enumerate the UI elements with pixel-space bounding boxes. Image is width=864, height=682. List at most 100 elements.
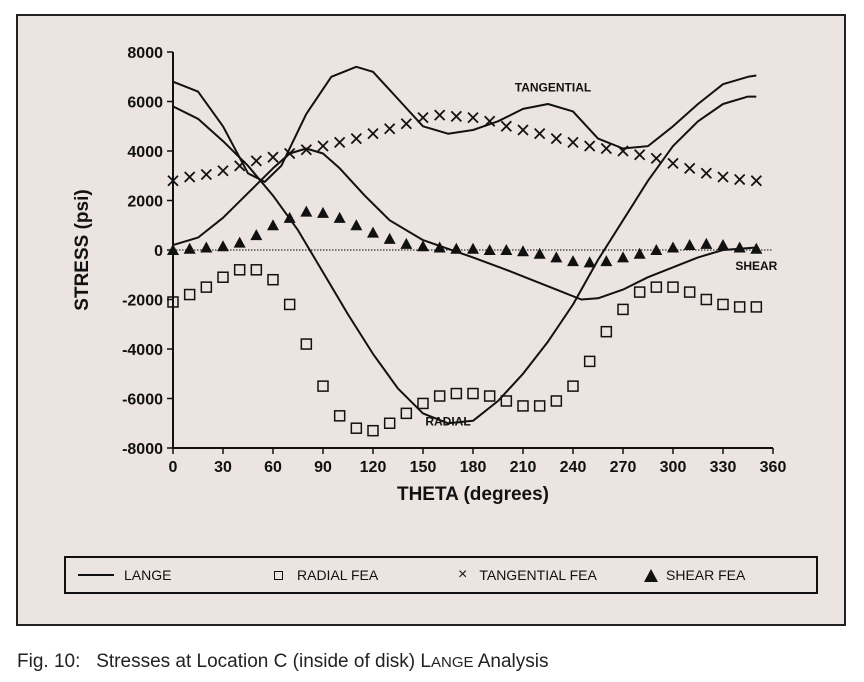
x-tick-label: 0 — [169, 459, 178, 476]
tangential-fea-point — [484, 115, 496, 127]
legend-triangle-symbol — [644, 568, 658, 582]
radial-fea-point — [333, 410, 346, 422]
tangential-fea-point — [317, 140, 329, 152]
y-tick-label: -8000 — [122, 441, 163, 458]
tangential-fea-point — [200, 168, 212, 181]
radial-fea-point — [317, 380, 329, 392]
tangential-fea-point — [467, 111, 479, 124]
tangential-fea-stroke — [234, 160, 246, 172]
tangential-fea-point — [517, 124, 529, 136]
y-tick-label: -6000 — [122, 392, 163, 409]
tangential-fea-point — [650, 152, 662, 165]
radial-fea-point — [367, 424, 379, 437]
radial-fea-point — [700, 293, 713, 306]
tangential-fea-stroke — [467, 111, 479, 124]
shear-fea-point — [167, 244, 179, 255]
annotation-tangential: TANGENTIAL — [515, 81, 591, 95]
legend-entry-radial-fea: RADIAL FEA — [274, 558, 378, 592]
stress-chart: 8000 6000 4000 2000 0 -2000 -4000 -6000 -8000 0 30… — [72, 45, 786, 505]
shear-fea-point — [317, 206, 329, 218]
figure-panel: 8000 6000 4000 2000 0 -2000 -4000 -6000 -8000 0 30… — [16, 14, 846, 626]
tangential-fea-stroke — [517, 124, 529, 136]
radial-fea-point — [217, 271, 229, 283]
legend-line-symbol — [78, 574, 114, 576]
tangential-fea-point — [334, 136, 346, 148]
tangential-fea-stroke — [167, 175, 179, 187]
tangential-fea-stroke — [750, 175, 762, 187]
radial-fea-point — [600, 325, 613, 338]
tangential-fea-point — [284, 147, 296, 160]
tangential-fea-point — [384, 123, 396, 135]
x-tick-label: 30 — [214, 459, 232, 476]
tangential-fea-stroke — [400, 118, 412, 130]
tangential-fea-point — [434, 109, 446, 121]
y-tick-label: 0 — [154, 243, 163, 260]
legend-entry-lange: LANGE — [78, 558, 171, 592]
tangential-fea-point — [417, 111, 429, 124]
tangential-fea-stroke — [500, 120, 512, 132]
tangential-fea-point — [184, 171, 196, 183]
tangential-fea-point — [667, 157, 679, 170]
tangential-fea-point — [584, 140, 596, 152]
tangential-fea-stroke — [734, 173, 746, 186]
tangential-fea-stroke — [250, 155, 262, 167]
tangential-fea-point — [400, 118, 412, 130]
tangential-fea-point — [534, 128, 546, 140]
radial-fea-point — [733, 301, 746, 313]
shear-fea-point — [683, 239, 696, 251]
tangential-fea-stroke — [417, 111, 429, 124]
tangential-fea-stroke — [267, 151, 279, 163]
caption-brand-rest: ANGE — [431, 654, 474, 671]
radial-fea-point — [583, 355, 596, 368]
shear-fea-point — [450, 242, 463, 254]
shear-fea-point — [750, 242, 763, 254]
y-axis-label: STRESS (psi) — [72, 189, 93, 310]
tangential-fea-stroke — [200, 168, 212, 181]
tangential-fea-stroke — [384, 123, 396, 135]
shear-fea-point — [633, 247, 646, 259]
shear-fea-point — [650, 244, 663, 255]
radial-fea-point — [383, 417, 396, 429]
legend-entry-tangential-fea: × TANGENTIAL FEA — [458, 558, 597, 592]
shear-fea-point — [383, 232, 396, 244]
tangential-fea-stroke — [434, 109, 446, 121]
figure-caption: Fig. 10: Stresses at Location C (inside … — [17, 651, 549, 673]
radial-fea-point — [233, 264, 246, 276]
tangential-fea-point — [717, 171, 729, 183]
radial-fea-point — [717, 298, 729, 311]
shear-fea-point — [567, 255, 579, 267]
y-tick-label: 6000 — [127, 95, 163, 112]
tangential-fea-point — [617, 145, 629, 157]
tangential-fea-stroke — [184, 171, 196, 183]
y-tick-label: -2000 — [122, 293, 163, 310]
shear-fea-point — [433, 241, 446, 253]
shear-fea-point — [517, 245, 529, 257]
shear-fea-point — [600, 255, 613, 267]
radial-fea-point — [550, 395, 563, 407]
tangential-fea-point — [234, 160, 246, 172]
series-line-lange-tangential — [172, 65, 757, 183]
tangential-fea-stroke — [667, 157, 679, 170]
tangential-fea-stroke — [284, 147, 296, 160]
radial-fea-point — [433, 390, 446, 402]
shear-fea-point — [350, 219, 363, 231]
tangential-fea-stroke — [584, 140, 596, 152]
shear-fea-point — [250, 229, 263, 241]
x-tick-label: 330 — [710, 459, 737, 476]
shear-fea-point — [550, 251, 563, 263]
tangential-fea-stroke — [684, 162, 696, 174]
legend-x-symbol: × — [458, 566, 468, 583]
tangential-fea-point — [167, 175, 179, 187]
tangential-fea-stroke — [484, 115, 496, 127]
radial-fea-point — [300, 338, 313, 350]
radial-fea-point — [750, 301, 763, 313]
tangential-fea-point — [450, 110, 462, 122]
shear-fea-point — [467, 242, 479, 254]
shear-fea-point — [733, 241, 746, 253]
shear-fea-point — [400, 237, 413, 249]
legend-entry-shear-fea: SHEAR FEA — [644, 558, 745, 592]
radial-fea-point — [283, 298, 296, 311]
tangential-fea-stroke — [334, 136, 346, 148]
tangential-fea-point — [684, 162, 696, 174]
caption-text: Stresses at Location C (inside of disk) — [96, 651, 421, 672]
